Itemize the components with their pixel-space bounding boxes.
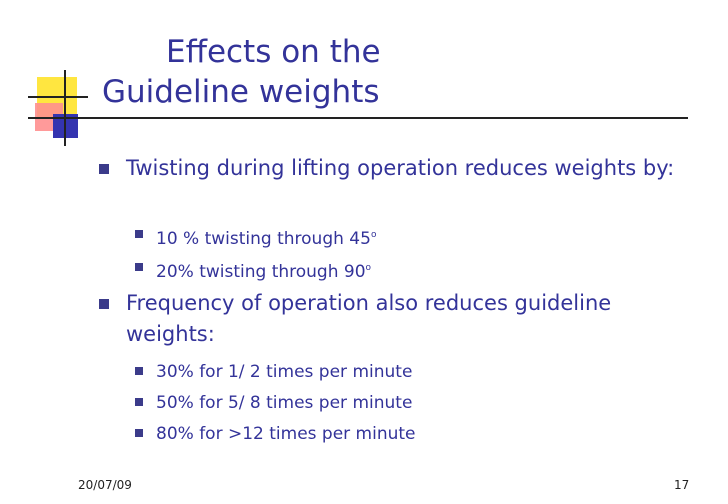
slide-title-line-1: Effects on the <box>166 34 381 70</box>
bullet-square-icon <box>135 398 143 406</box>
footer-date: 20/07/09 <box>78 478 132 492</box>
degree-superscript: o <box>370 230 377 240</box>
sub-bullet-item: 20% twisting through 90o <box>135 253 676 287</box>
sub-bullet-item: 30% for 1/ 2 times per minute <box>135 357 676 387</box>
bullet-square-icon <box>135 230 143 238</box>
bullet-text: 30% for 1/ 2 times per minute <box>156 362 413 382</box>
degree-superscript: o <box>365 263 372 273</box>
bullet-text: Frequency of operation also reduces guid… <box>126 291 612 346</box>
bullet-text: 20% twisting through 90 <box>156 262 366 282</box>
bullet-square-icon <box>99 164 109 174</box>
sub-bullet-item: 50% for 5/ 8 times per minute <box>135 388 676 418</box>
title-underline <box>28 117 688 119</box>
decor-vertical-line <box>64 70 66 146</box>
bullet-square-icon <box>135 263 143 271</box>
bullet-square-icon <box>99 299 109 309</box>
sub-bullet-item: 80% for >12 times per minute <box>135 419 676 449</box>
slide-title: Effects on the Guideline weights <box>102 32 522 112</box>
sub-bullet-item: 10 % twisting through 45o <box>135 220 676 254</box>
bullet-text: Twisting during lifting operation reduce… <box>126 156 675 180</box>
slide-title-line-2: Guideline weights <box>102 74 380 110</box>
page-number: 17 <box>674 478 690 492</box>
bullet-text: 50% for 5/ 8 times per minute <box>156 393 413 413</box>
bullet-item: Twisting during lifting operation reduce… <box>99 153 696 184</box>
bullet-square-icon <box>135 367 143 375</box>
bullet-square-icon <box>135 429 143 437</box>
bullet-text: 10 % twisting through 45 <box>156 229 371 249</box>
bullet-item: Frequency of operation also reduces guid… <box>99 288 696 350</box>
decor-short-horizontal-line <box>28 96 88 98</box>
bullet-text: 80% for >12 times per minute <box>156 424 416 444</box>
